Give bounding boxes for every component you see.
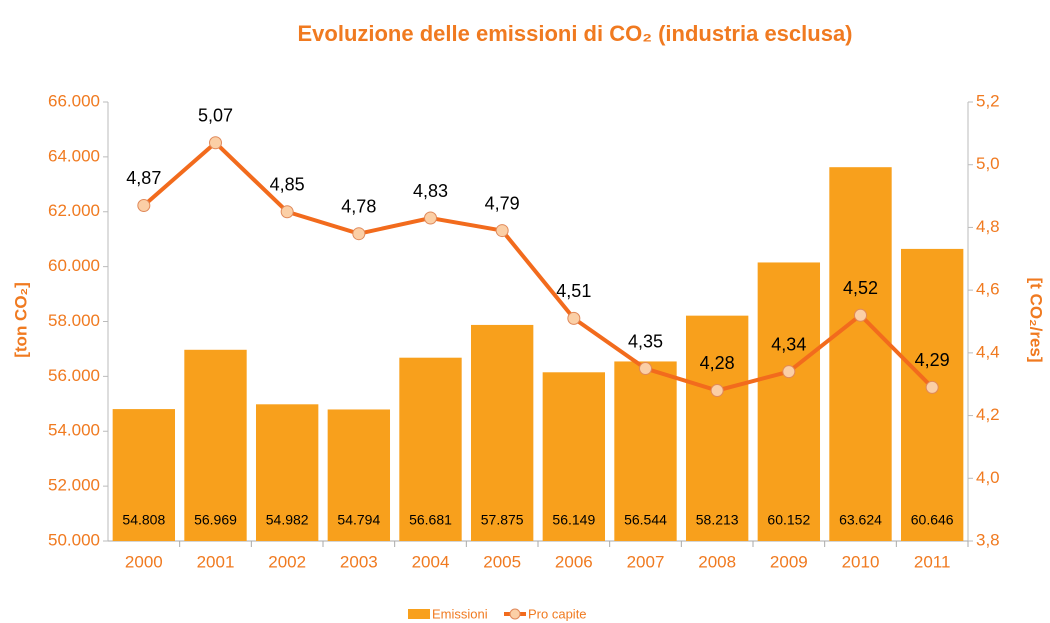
legend-swatch — [408, 609, 430, 619]
line-marker — [424, 211, 437, 225]
bar-label: 56.544 — [624, 512, 667, 528]
bar-label: 63.624 — [839, 512, 882, 528]
bar-label: 56.149 — [552, 512, 595, 528]
line-marker — [280, 205, 294, 219]
bar — [614, 361, 677, 541]
bar-label: 54.794 — [337, 512, 380, 528]
bar-label: 54.808 — [122, 512, 165, 528]
y2-tick-label: 5,2 — [976, 91, 1000, 110]
y-tick-label: 54.000 — [48, 421, 100, 440]
bar-label: 56.681 — [409, 512, 452, 528]
line-marker — [567, 311, 581, 325]
x-tick-label: 2008 — [698, 552, 736, 571]
line-marker — [352, 227, 366, 241]
y2-axis-label: [t CO₂/res] — [1027, 277, 1046, 362]
y-tick-label: 58.000 — [48, 311, 100, 330]
line-label: 4,34 — [771, 334, 806, 354]
line-marker — [209, 136, 222, 150]
y-tick-label: 64.000 — [48, 146, 100, 165]
y2-tick-label: 4,8 — [976, 217, 1000, 236]
bar-label: 60.152 — [767, 512, 810, 528]
x-tick-label: 2005 — [483, 552, 521, 571]
y2-tick-label: 4,2 — [976, 405, 1000, 424]
bar — [829, 167, 892, 541]
line-marker — [782, 365, 796, 379]
bar-label: 57.875 — [481, 512, 524, 528]
legend-label: Emissioni — [432, 606, 488, 621]
x-tick-label: 2002 — [268, 552, 306, 571]
x-tick-label: 2010 — [842, 552, 880, 571]
line-marker — [639, 362, 652, 376]
bar-label: 60.646 — [911, 512, 954, 528]
line-label: 4,79 — [485, 193, 520, 213]
x-tick-label: 2001 — [197, 552, 235, 571]
line-marker — [495, 224, 509, 238]
y2-tick-label: 3,8 — [976, 530, 1000, 549]
y2-tick-label: 4,0 — [976, 468, 1000, 487]
y-tick-label: 66.000 — [48, 91, 100, 110]
x-tick-label: 2007 — [627, 552, 665, 571]
line-label: 4,35 — [628, 331, 663, 351]
y2-tick-label: 4,4 — [976, 342, 1000, 361]
bar-label: 54.982 — [266, 512, 309, 528]
bar — [542, 372, 606, 541]
y2-tick-label: 4,6 — [976, 280, 1000, 299]
y-tick-label: 60.000 — [48, 256, 100, 275]
y-axis-label: [ton CO₂] — [11, 282, 30, 358]
y-tick-label: 62.000 — [48, 201, 100, 220]
line-label: 4,29 — [915, 350, 950, 370]
bar — [685, 315, 749, 541]
bar — [757, 262, 821, 541]
line — [142, 140, 934, 393]
bar — [399, 357, 462, 541]
line-label: 4,52 — [843, 278, 878, 298]
line-label: 5,07 — [198, 106, 233, 126]
line-label: 4,78 — [341, 196, 376, 216]
bar — [327, 409, 391, 541]
y2-tick-label: 5,0 — [976, 154, 1000, 173]
line-label: 4,28 — [700, 353, 735, 373]
line-label: 4,87 — [126, 168, 161, 188]
chart-title: Evoluzione delle emissioni di CO₂ (indus… — [297, 21, 852, 46]
bar — [255, 404, 319, 541]
line-marker — [925, 380, 939, 394]
line-marker — [854, 308, 867, 322]
x-tick-label: 2006 — [555, 552, 593, 571]
line-label: 4,83 — [413, 181, 448, 201]
x-tick-label: 2000 — [125, 552, 163, 571]
x-tick-label: 2011 — [914, 552, 951, 571]
y-tick-label: 56.000 — [48, 366, 100, 385]
x-tick-label: 2003 — [340, 552, 378, 571]
legend-label: Pro capite — [528, 606, 587, 621]
line-label: 4,85 — [270, 175, 305, 195]
y-tick-label: 52.000 — [48, 476, 100, 495]
bar — [470, 324, 534, 541]
bar-label: 56.969 — [194, 512, 237, 528]
legend-swatch — [509, 608, 521, 620]
bar-label: 58.213 — [696, 512, 739, 528]
bar — [184, 349, 247, 541]
line-marker — [137, 198, 151, 212]
x-tick-label: 2004 — [412, 552, 450, 571]
x-tick-label: 2009 — [770, 552, 808, 571]
bar — [112, 409, 176, 541]
line-marker — [710, 383, 724, 397]
line-label: 4,51 — [556, 281, 591, 301]
bar — [900, 248, 964, 541]
y-tick-label: 50.000 — [48, 530, 100, 549]
